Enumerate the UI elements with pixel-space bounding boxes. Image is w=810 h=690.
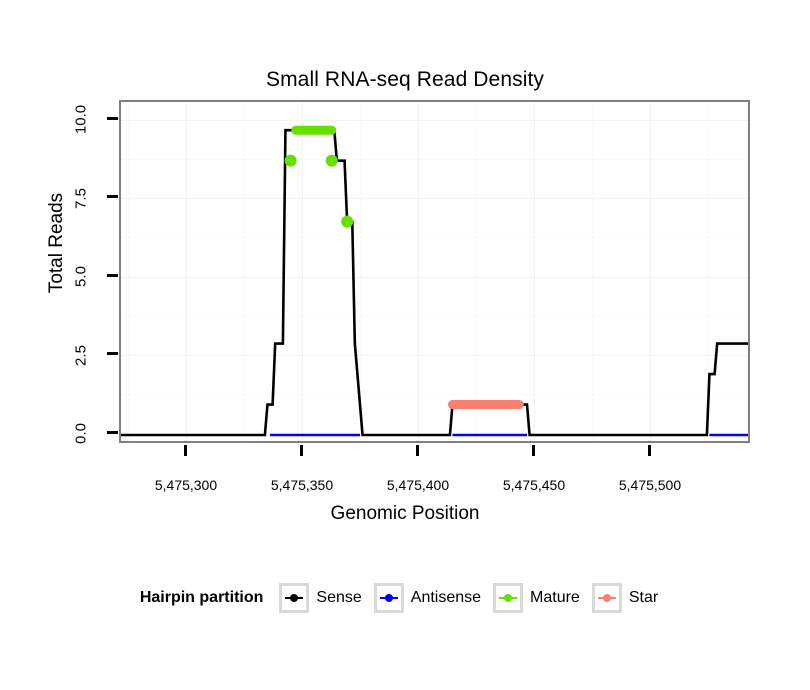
legend: Hairpin partition Sense Antisense Mature St… [0,583,810,613]
y-tick-mark-5 [107,274,118,277]
legend-key-dot [602,594,611,602]
gridline-x-5475400 [418,102,419,441]
gridline-x-5475450 [534,102,535,441]
y-tick-label-2.5: 2.5 [72,345,90,366]
read-density-series [121,125,748,437]
gridline-y-10 [121,120,748,121]
gridline-y-2.5 [121,355,748,356]
page-title: Small RNA-seq Read Density [265,68,545,91]
x-tick-label-5475500: 5,475,500 [618,477,682,493]
legend-key-star-icon [591,583,622,613]
legend-key-dot [504,594,513,602]
legend-title: Hairpin partition [139,589,264,606]
gridline-y-3.75 [121,316,748,317]
x-tick-label-5475350: 5,475,350 [270,477,334,493]
gridline-y-7.5 [121,198,748,199]
x-tick-mark-5475350 [300,445,303,456]
mature-series [284,125,354,228]
y-tick-mark-10 [107,117,118,120]
legend-label: Sense [316,589,362,606]
gridline-x-5475375 [360,102,361,441]
legend-key-mature-icon [493,583,524,613]
legend-key-antisense-icon [373,583,404,613]
gridline-y-1.25 [121,394,748,395]
x-tick-label-5475300: 5,475,300 [154,477,218,493]
x-tick-mark-5475500 [648,445,651,456]
legend-entry-sense[interactable]: Sense [279,583,362,613]
y-tick-label-10: 10.0 [72,104,90,135]
x-tick-mark-5475300 [184,445,187,456]
mature-point [284,154,297,167]
y-axis-title: Total Reads [46,192,67,294]
legend-key-dot [384,594,393,602]
gridline-y-6.25 [121,237,748,238]
legend-label: Star [628,589,659,606]
gridline-x-5475515 [708,102,709,441]
gridline-x-5475350 [302,102,303,441]
legend-label: Antisense [410,589,482,606]
legend-key-sense-icon [279,583,310,613]
gridline-x-5475325 [244,102,245,441]
legend-key-dot [290,594,299,602]
gridline-x-5475300 [186,102,187,441]
x-axis-title: Genomic Position [330,503,480,524]
gridline-y-5 [121,277,748,278]
mature-point [325,154,338,167]
legend-entries: Sense Antisense Mature Star [279,583,670,613]
y-tick-mark-2.5 [107,352,118,355]
gridline-x-5475500 [650,102,651,441]
plot-panel [119,100,750,443]
y-tick-mark-7.5 [107,195,118,198]
x-tick-label-5475450: 5,475,450 [502,477,566,493]
gridline-x-5475275 [128,102,129,441]
y-tick-label-5: 5.0 [72,266,90,287]
legend-entry-mature[interactable]: Mature [493,583,580,613]
x-tick-mark-5475450 [532,445,535,456]
x-tick-label-5475400: 5,475,400 [386,477,450,493]
gridline-y-8.75 [121,159,748,160]
x-tick-mark-5475400 [416,445,419,456]
y-tick-mark-0 [107,431,118,434]
y-tick-label-0: 0.0 [72,423,90,444]
legend-entry-star[interactable]: Star [591,583,659,613]
y-tick-label-7.5: 7.5 [72,188,90,209]
gridline-x-5475475 [592,102,593,441]
sense-series [121,128,748,437]
gridline-x-5475425 [476,102,477,441]
legend-entry-antisense[interactable]: Antisense [373,583,482,613]
legend-label: Mature [530,589,580,606]
mature-point [341,215,354,228]
